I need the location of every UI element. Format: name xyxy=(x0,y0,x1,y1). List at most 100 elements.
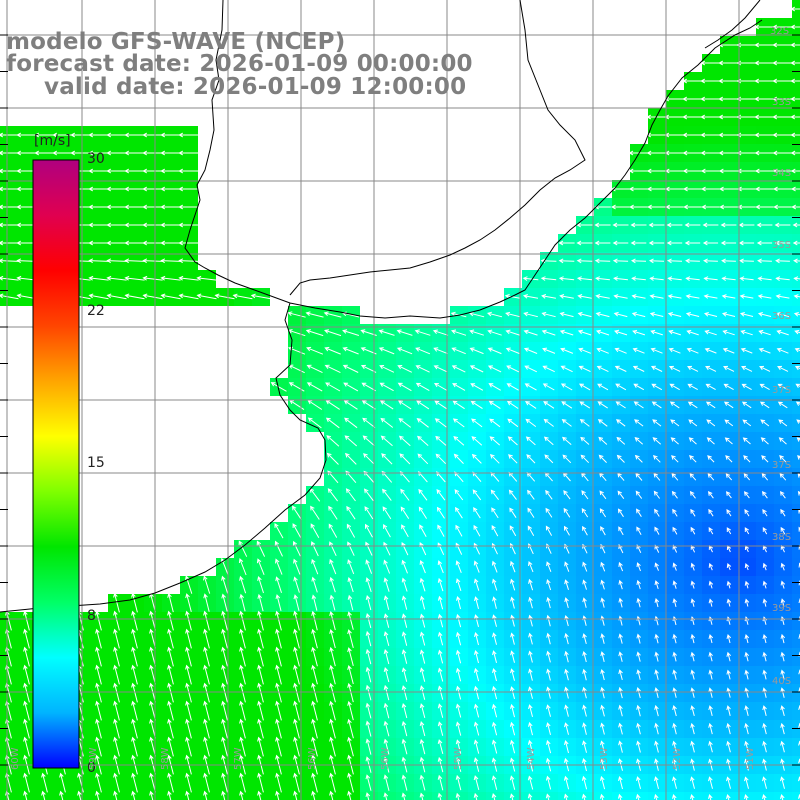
lat-label-40s: 40S xyxy=(772,676,792,687)
wind-arrow xyxy=(758,347,771,354)
wind-arrow xyxy=(70,150,91,156)
wind-arrow xyxy=(649,312,664,317)
wind-arrow xyxy=(779,490,786,499)
wind-arrow xyxy=(579,401,591,409)
wind-arrow xyxy=(221,772,228,793)
wind-arrow xyxy=(88,132,109,138)
wind-arrow xyxy=(563,793,569,800)
wind-arrow xyxy=(780,722,785,735)
wind-arrow xyxy=(185,700,192,721)
wind-arrow xyxy=(293,682,300,703)
wind-arrow xyxy=(682,168,703,174)
wind-arrow xyxy=(401,649,408,664)
field-cell xyxy=(126,792,144,800)
wind-arrow xyxy=(614,329,628,336)
wind-arrow xyxy=(779,473,787,481)
wind-arrow xyxy=(256,558,265,575)
wind-arrow xyxy=(383,702,390,719)
wind-arrow xyxy=(106,293,127,300)
wind-arrow xyxy=(791,204,800,210)
wind-arrow xyxy=(492,667,497,682)
wind-arrow xyxy=(780,669,785,680)
wind-arrow xyxy=(653,490,661,499)
wind-arrow xyxy=(221,736,228,757)
wind-arrow xyxy=(564,739,569,754)
lat-label-39s: 39S xyxy=(772,603,792,614)
wind-arrow xyxy=(329,790,334,800)
wind-arrow xyxy=(700,114,721,120)
wind-arrow xyxy=(113,682,120,703)
wind-arrow xyxy=(178,293,199,300)
wind-arrow xyxy=(453,453,464,464)
wind-arrow xyxy=(744,776,749,789)
wind-arrow xyxy=(720,222,737,228)
wind-arrow xyxy=(613,311,628,318)
wind-arrow xyxy=(636,508,642,517)
wind-arrow xyxy=(16,150,37,156)
wind-arrow xyxy=(616,436,626,445)
wind-arrow xyxy=(504,293,521,299)
wind-arrow xyxy=(630,258,647,264)
wind-arrow xyxy=(744,669,749,680)
wind-arrow xyxy=(618,775,623,790)
wind-arrow xyxy=(669,383,680,391)
wind-arrow xyxy=(564,704,569,717)
wind-arrow xyxy=(736,150,757,156)
wind-arrow xyxy=(401,774,408,791)
wind-arrow xyxy=(545,507,553,518)
wind-arrow xyxy=(653,472,661,481)
wind-arrow xyxy=(509,721,516,736)
wind-arrow xyxy=(726,705,731,717)
wind-arrow xyxy=(329,736,336,757)
wind-arrow xyxy=(664,132,685,138)
wind-arrow xyxy=(275,610,282,631)
wind-arrow xyxy=(23,628,30,649)
wind-arrow xyxy=(563,775,570,790)
wind-arrow xyxy=(329,558,337,575)
field-cell xyxy=(792,648,800,666)
wind-arrow xyxy=(594,222,611,228)
wind-arrow xyxy=(293,610,300,631)
wind-arrow xyxy=(725,473,733,481)
wind-arrow xyxy=(160,150,181,156)
wind-arrow xyxy=(250,293,271,300)
wind-arrow xyxy=(743,491,750,499)
wind-arrow xyxy=(654,740,659,753)
wind-arrow xyxy=(527,525,535,536)
wind-arrow xyxy=(214,293,235,300)
wind-arrow xyxy=(203,628,210,649)
wind-arrow xyxy=(672,651,677,662)
wind-arrow xyxy=(610,186,631,192)
wind-arrow xyxy=(725,455,733,463)
wind-arrow xyxy=(437,560,444,574)
wind-arrow xyxy=(419,738,426,755)
wind-arrow xyxy=(347,682,354,703)
wind-arrow xyxy=(777,401,788,409)
wind-arrow xyxy=(23,736,30,757)
wind-arrow xyxy=(545,775,552,790)
wind-arrow xyxy=(185,682,192,703)
wind-arrow xyxy=(505,311,521,318)
wind-arrow xyxy=(510,703,515,718)
wind-arrow xyxy=(650,365,663,372)
wind-arrow xyxy=(16,132,37,138)
wind-arrow xyxy=(721,312,736,317)
wind-arrow xyxy=(257,718,264,739)
wind-arrow xyxy=(489,453,500,464)
wind-arrow xyxy=(471,418,483,428)
wind-arrow xyxy=(342,329,360,336)
wind-arrow xyxy=(560,347,574,354)
wind-arrow xyxy=(106,168,127,174)
wind-arrow xyxy=(382,488,392,501)
wind-arrow xyxy=(415,382,430,392)
colorbar-tick-8: 8 xyxy=(87,608,96,624)
wind-arrow xyxy=(615,419,626,427)
wind-arrow xyxy=(576,258,593,264)
wind-arrow xyxy=(379,365,395,373)
wind-arrow xyxy=(739,294,754,299)
wind-arrow xyxy=(365,738,372,755)
wind-arrow xyxy=(561,401,573,409)
wind-arrow xyxy=(772,60,793,66)
wind-arrow xyxy=(700,96,721,102)
wind-arrow xyxy=(744,722,749,735)
